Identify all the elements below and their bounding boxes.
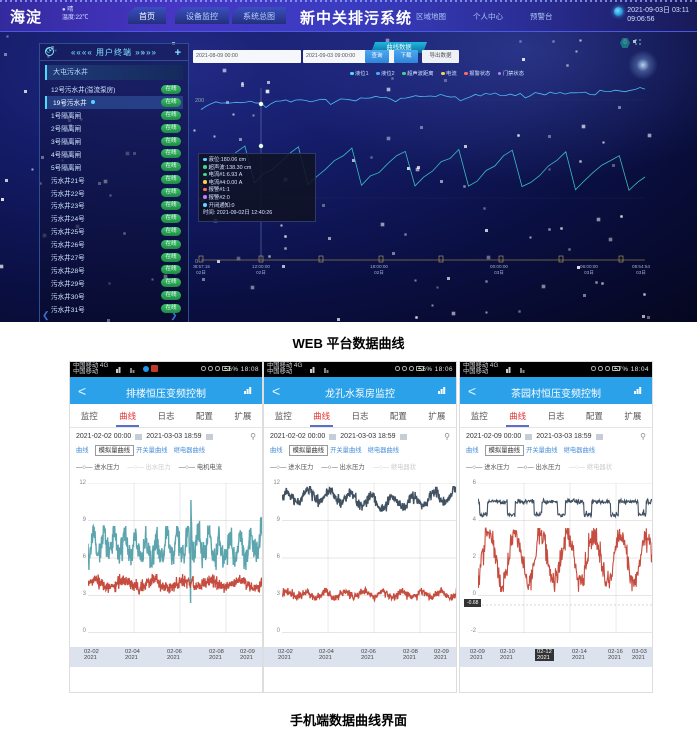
svg-text:08:57:15: 08:57:15 (193, 264, 210, 269)
svg-text:02日: 02日 (374, 270, 384, 276)
svg-text:00:00:00: 00:00:00 (490, 264, 508, 269)
svg-text:18:00:00: 18:00:00 (370, 264, 388, 269)
svg-text:12:00:00: 12:00:00 (252, 264, 270, 269)
svg-text:02日: 02日 (196, 270, 206, 276)
svg-text:03日: 03日 (584, 270, 594, 276)
svg-text:03日: 03日 (636, 270, 646, 276)
svg-text:08:54:54: 08:54:54 (632, 264, 650, 269)
svg-text:03日: 03日 (494, 270, 504, 276)
svg-text:200: 200 (195, 98, 204, 104)
svg-text:06:00:00: 06:00:00 (580, 264, 598, 269)
svg-text:02日: 02日 (256, 270, 266, 276)
